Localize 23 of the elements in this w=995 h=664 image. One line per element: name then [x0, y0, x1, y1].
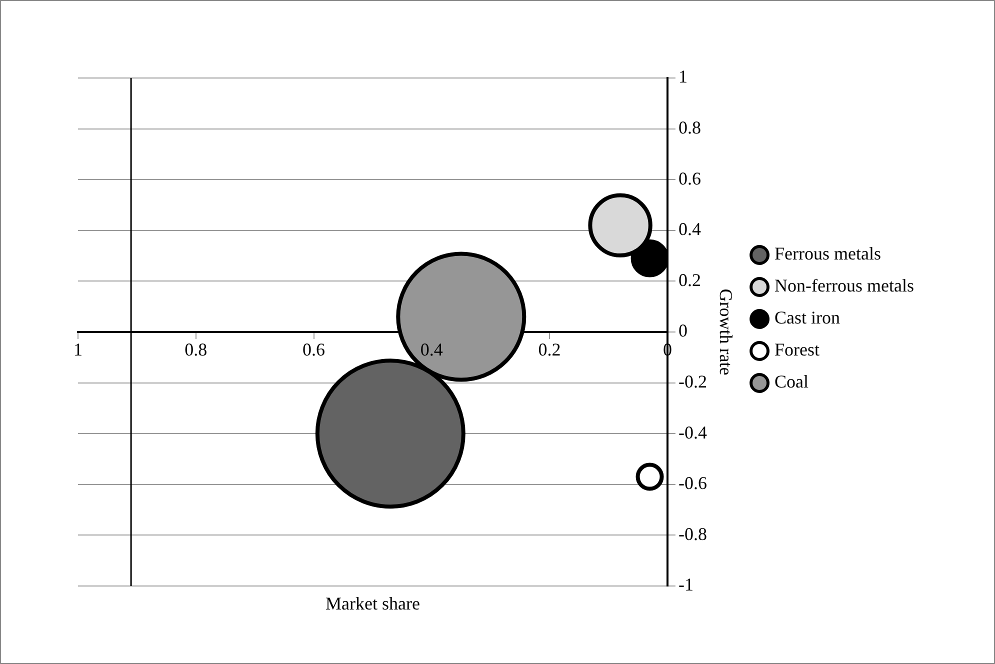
y-tick-label: -0.6	[678, 473, 707, 494]
y-tick-label: -1	[678, 574, 694, 595]
y-tick-label: 0.2	[678, 270, 701, 290]
y-tick-label: 0.6	[678, 168, 701, 188]
y-tick-label: -0.4	[678, 422, 707, 442]
y-tick-label: -0.8	[678, 524, 707, 544]
x-tick-label: 0.4	[420, 340, 443, 360]
y-tick-label: 0.4	[678, 219, 701, 240]
legend-label: Forest	[774, 340, 820, 360]
legend-label: Non-ferrous metals	[774, 276, 914, 296]
legend-label: Cast iron	[774, 308, 840, 328]
x-tick-label: 0.2	[538, 340, 561, 360]
y-axis-title: Growth rate	[716, 288, 736, 376]
x-axis-title: Market share	[325, 594, 420, 614]
y-tick-label: -0.2	[678, 372, 707, 392]
y-tick-label: 0.8	[678, 118, 701, 138]
y-tick-label: 0	[678, 320, 688, 341]
x-tick-label: 0.8	[184, 340, 208, 360]
legend-label: Ferrous metals	[774, 244, 882, 264]
x-tick-label: 1	[74, 340, 82, 360]
y-tick-label: 1	[678, 66, 688, 87]
x-tick-label: 0.6	[302, 340, 326, 360]
legend-label: Coal	[774, 372, 809, 392]
